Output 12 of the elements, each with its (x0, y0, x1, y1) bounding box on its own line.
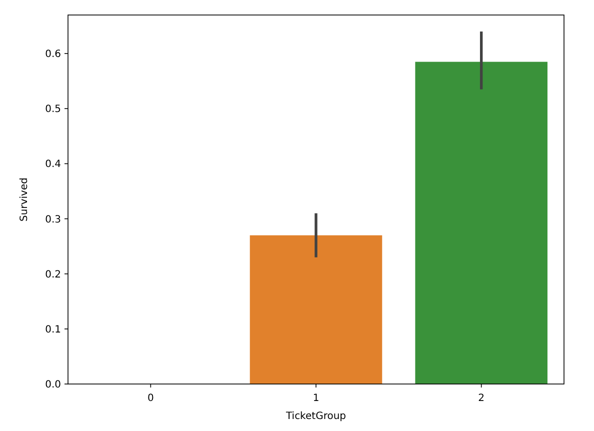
y-tick-label: 0.3 (45, 214, 61, 226)
x-axis-title: TicketGroup (284, 411, 346, 422)
y-axis-title: Survived (19, 178, 30, 222)
y-tick-label: 0.6 (45, 49, 61, 60)
y-tick-label: 0.2 (45, 269, 61, 280)
y-tick-label: 0.0 (45, 380, 61, 390)
y-tick-label: 0.1 (45, 324, 61, 336)
y-tick-label: 0.5 (45, 104, 61, 116)
x-tick-label: 2 (478, 393, 485, 404)
x-tick-label: 1 (312, 393, 320, 404)
x-tick-label: 0 (147, 393, 154, 404)
y-tick-label: 0.4 (45, 159, 61, 170)
